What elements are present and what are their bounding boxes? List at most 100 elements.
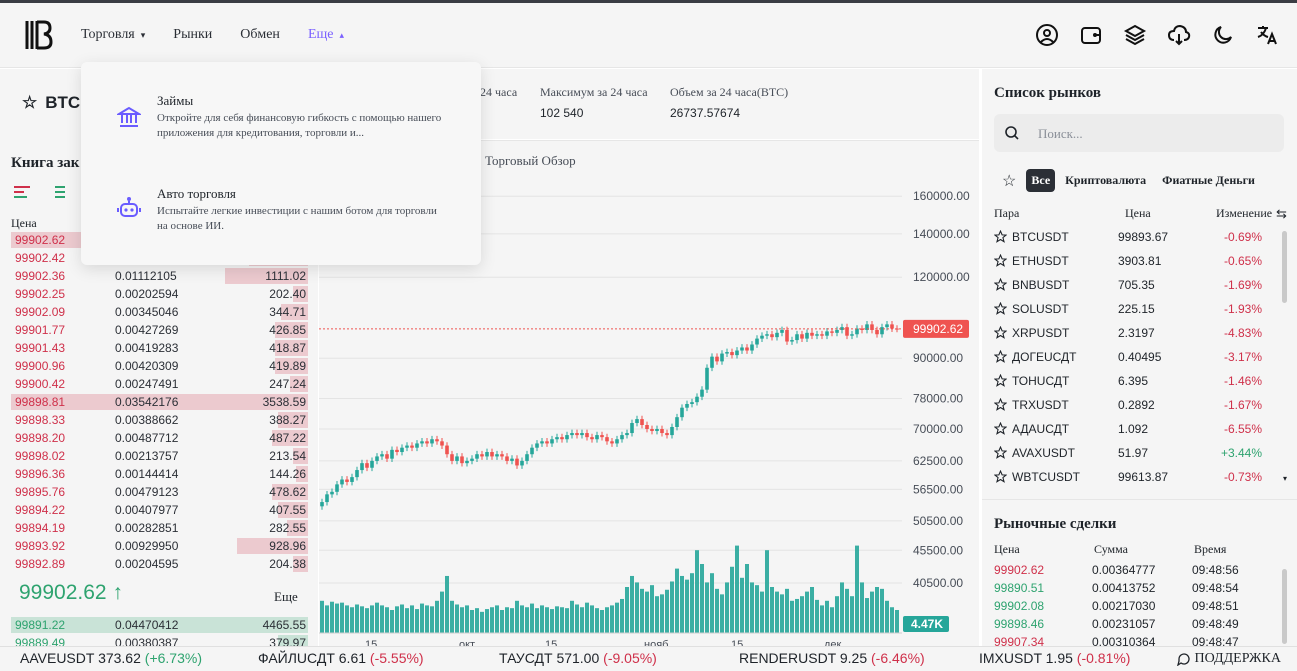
market-row[interactable]: SOLUSDT 225.15 -1.93% [994, 297, 1274, 321]
orderbook-ask-row[interactable]: 99902.09 0.00345046 344.71 [11, 303, 308, 321]
orderbook-price-header: Цена [11, 216, 37, 230]
star-icon[interactable] [994, 302, 1007, 315]
orderbook-ask-row[interactable]: 99898.81 0.03542176 3538.59 [11, 393, 308, 411]
scroll-down-icon[interactable]: ▾ [1282, 474, 1287, 483]
orderbook-view-toggles [14, 185, 68, 199]
volume-bar [600, 610, 604, 633]
orderbook-bid-row[interactable]: 99891.22 0.04470412 4465.55 [11, 616, 308, 634]
volume-bar [835, 596, 839, 633]
orderbook-ask-row[interactable]: 99894.19 0.00282851 282.55 [11, 519, 308, 537]
candle-body [470, 458, 474, 461]
depth-bar [293, 286, 308, 302]
tab-trading-view[interactable]: Торговый Обзор [485, 153, 576, 168]
star-icon[interactable] [994, 350, 1007, 363]
ticker-item[interactable]: AAVEUSDT 373.62 (+6.73%) [20, 650, 202, 666]
star-icon[interactable] [994, 278, 1007, 291]
orderbook-more-button[interactable]: Еще [274, 589, 298, 604]
brand-logo-icon[interactable] [24, 19, 54, 51]
market-symbol: ETHUSDT [1012, 254, 1069, 268]
orderbook-ask-row[interactable]: 99893.92 0.00929950 928.96 [11, 537, 308, 555]
star-icon[interactable] [994, 422, 1007, 435]
orderbook-ask-row[interactable]: 99896.36 0.00144414 144.26 [11, 465, 308, 483]
volume-bar [805, 591, 809, 633]
star-icon[interactable] [994, 230, 1007, 243]
market-row[interactable]: ТОНUСДТ 6.395 -1.46% [994, 369, 1274, 393]
orderbook-ask-row[interactable]: 99902.36 0.01112105 1111.02 [11, 267, 308, 285]
star-icon[interactable] [994, 374, 1007, 387]
orderbook-ask-row[interactable]: 99898.20 0.00487712 487.22 [11, 429, 308, 447]
market-row[interactable]: WBTCUSDT 99613.87 -0.73% [994, 465, 1274, 489]
nav-more[interactable]: Еще ▴ [308, 27, 344, 43]
ticker-item[interactable]: RENDERUSDT 9.25 (-6.46%) [739, 650, 925, 666]
nav-exchange[interactable]: Обмен [240, 27, 280, 42]
ticker-item[interactable]: ТАУСДТ 571.00 (-9.05%) [499, 650, 657, 666]
filter-crypto[interactable]: Криптовалюта [1065, 173, 1147, 187]
star-icon[interactable]: ☆ [22, 93, 38, 112]
cloud-download-icon[interactable] [1166, 22, 1191, 47]
star-icon[interactable] [994, 326, 1007, 339]
market-row[interactable]: TRXUSDT 0.2892 -1.67% [994, 393, 1274, 417]
orderbook-ask-row[interactable]: 99894.22 0.00407977 407.55 [11, 501, 308, 519]
header-change[interactable]: Изменение [1216, 206, 1273, 220]
orderbook-bids-icon[interactable] [52, 185, 68, 199]
market-row[interactable]: BTCUSDT 99893.67 -0.69% [994, 225, 1274, 249]
swap-icon[interactable]: ⇆ [1276, 206, 1287, 221]
orderbook-ask-row[interactable]: 99900.96 0.00420309 419.89 [11, 357, 308, 375]
market-row[interactable]: АДАUСДТ 1.092 -6.55% [994, 417, 1274, 441]
ticker-item[interactable]: IMXUSDT 1.95 (-0.81%) [979, 650, 1130, 666]
orderbook-ask-row[interactable]: 99898.02 0.00213757 213.54 [11, 447, 308, 465]
x-tick-label: дек [824, 639, 842, 646]
volume-bar [400, 604, 404, 633]
orderbook-both-icon[interactable] [14, 185, 30, 199]
translate-icon[interactable] [1254, 22, 1279, 47]
volume-bar [690, 573, 694, 633]
nav-trading[interactable]: Торговля ▾ [81, 27, 145, 43]
orderbook-ask-row[interactable]: 99898.33 0.00388662 388.27 [11, 411, 308, 429]
user-circle-icon[interactable] [1034, 22, 1059, 47]
pair-header[interactable]: ☆ BTC [22, 93, 80, 113]
star-icon[interactable] [994, 446, 1007, 459]
star-icon[interactable] [994, 254, 1007, 267]
header-price[interactable]: Цена [1125, 206, 1151, 220]
orderbook-ask-row[interactable]: 99901.77 0.00427269 426.85 [11, 321, 308, 339]
trades-scrollbar[interactable] [1282, 569, 1287, 644]
market-row[interactable]: XRPUSDT 2.3197 -4.83% [994, 321, 1274, 345]
filter-fiat[interactable]: Фиатные Деньги [1162, 173, 1255, 187]
moon-icon[interactable] [1210, 22, 1235, 47]
price-chart[interactable]: 160000.00 140000.00 120000.00 90000.00 78000… [319, 141, 979, 646]
market-row[interactable]: ETHUSDT 3903.81 -0.65% [994, 249, 1274, 273]
ticker-item[interactable]: ФАЙЛUСДТ 6.61 (-5.55%) [258, 650, 424, 666]
star-icon[interactable] [994, 470, 1007, 483]
markets-scrollbar[interactable] [1282, 231, 1287, 303]
orderbook-ask-row[interactable]: 99892.89 0.00204595 204.38 [11, 555, 308, 573]
market-row[interactable]: BNBUSDT 705.35 -1.69% [994, 273, 1274, 297]
orderbook-ask-row[interactable]: 99900.42 0.00247491 247.24 [11, 375, 308, 393]
layers-icon[interactable] [1122, 22, 1147, 47]
market-row[interactable]: ДОГЕUСДТ 0.40495 -3.17% [994, 345, 1274, 369]
volume-bar [685, 579, 689, 633]
ask-total: 213.54 [269, 449, 306, 463]
volume-bar [530, 603, 534, 633]
ask-total: 419.89 [269, 359, 306, 373]
ask-price: 99901.43 [15, 341, 66, 355]
orderbook-ask-row[interactable]: 99902.25 0.00202594 202.40 [11, 285, 308, 303]
market-change: -0.73% [1223, 470, 1262, 484]
orderbook-ask-row[interactable]: 99901.43 0.00419283 418.87 [11, 339, 308, 357]
dropdown-item-autotrade[interactable]: Авто торговля Испытайте легкие инвестици… [81, 162, 481, 262]
ask-total: 204.38 [269, 557, 306, 571]
nav-markets[interactable]: Рынки [173, 27, 213, 42]
top-border [0, 0, 1297, 3]
header-pair[interactable]: Пара [994, 206, 1020, 220]
favorites-star-icon[interactable]: ☆ [1002, 172, 1017, 190]
star-icon[interactable] [994, 398, 1007, 411]
dropdown-item-loans[interactable]: Займы Откройте для себя финансовую гибко… [81, 62, 481, 162]
candle-body [455, 456, 459, 461]
volume-bar [455, 604, 459, 633]
market-row[interactable]: AVAXUSDT 51.97 +3.44% [994, 441, 1274, 465]
support-button[interactable]: ПОДДЕРЖКА [1176, 651, 1281, 667]
market-search-input[interactable]: Поиск... [994, 114, 1284, 152]
wallet-icon[interactable] [1078, 22, 1103, 47]
orderbook-ask-row[interactable]: 99895.76 0.00479123 478.62 [11, 483, 308, 501]
bid-price: 99891.22 [15, 618, 66, 632]
filter-all[interactable]: Все [1026, 169, 1056, 192]
